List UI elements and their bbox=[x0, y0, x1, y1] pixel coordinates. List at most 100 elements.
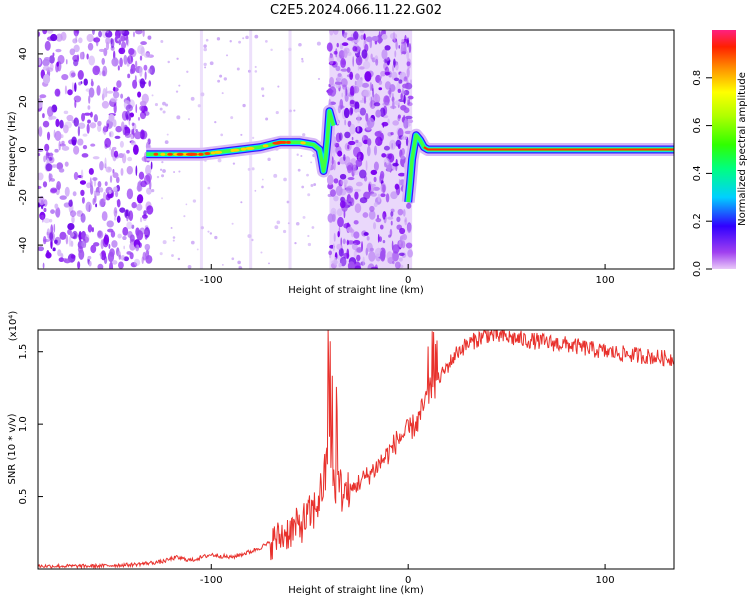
noise-speckle bbox=[251, 167, 255, 171]
noise-speckle bbox=[54, 148, 59, 153]
noise-speckle bbox=[340, 68, 348, 72]
noise-speckle bbox=[42, 74, 51, 85]
noise-speckle bbox=[135, 104, 138, 114]
noise-speckle bbox=[357, 114, 361, 124]
noise-speckle bbox=[134, 131, 142, 140]
noise-speckle bbox=[354, 73, 360, 81]
noise-speckle bbox=[99, 187, 104, 193]
snr-xlabel: Height of straight line (km) bbox=[288, 585, 424, 596]
noise-speckle bbox=[387, 118, 390, 124]
ridge-blob bbox=[300, 141, 306, 145]
noise-speckle bbox=[135, 244, 140, 252]
noise-speckle bbox=[375, 139, 378, 145]
noise-speckle bbox=[366, 236, 370, 241]
noise-speckle bbox=[270, 48, 273, 52]
noise-speckle bbox=[397, 88, 402, 94]
noise-speckle bbox=[98, 30, 102, 38]
noise-speckle bbox=[387, 216, 394, 220]
noise-speckle bbox=[379, 224, 384, 230]
noise-speckle bbox=[352, 46, 358, 52]
noise-speckle bbox=[130, 63, 136, 74]
noise-speckle bbox=[78, 122, 86, 129]
noise-speckle bbox=[381, 121, 389, 127]
ridge-blob bbox=[167, 152, 173, 156]
noise-speckle bbox=[390, 132, 394, 136]
noise-speckle bbox=[90, 143, 96, 147]
noise-speckle bbox=[118, 47, 126, 55]
noise-speckle bbox=[83, 112, 91, 116]
noise-speckle bbox=[232, 162, 236, 165]
noise-speckle bbox=[138, 242, 142, 248]
noise-speckle bbox=[123, 54, 128, 65]
noise-speckle bbox=[72, 191, 77, 197]
noise-speckle bbox=[390, 211, 394, 217]
noise-speckle bbox=[55, 209, 59, 217]
noise-speckle bbox=[340, 58, 346, 69]
noise-speckle bbox=[392, 120, 400, 126]
noise-speckle bbox=[87, 119, 91, 124]
noise-speckle bbox=[38, 126, 43, 137]
noise-speckle bbox=[347, 37, 355, 41]
noise-speckle bbox=[382, 30, 387, 34]
noise-speckle bbox=[217, 79, 221, 83]
noise-speckle bbox=[362, 134, 365, 142]
noise-speckle bbox=[56, 162, 64, 170]
noise-speckle bbox=[368, 251, 376, 262]
noise-speckle bbox=[112, 91, 120, 99]
noise-speckle bbox=[350, 158, 357, 164]
noise-speckle bbox=[94, 192, 101, 197]
noise-speckle bbox=[134, 75, 137, 82]
noise-speckle bbox=[363, 95, 367, 104]
noise-speckle bbox=[338, 49, 345, 59]
noise-speckle bbox=[74, 82, 77, 93]
noise-speckle bbox=[348, 140, 356, 146]
noise-speckle bbox=[130, 140, 136, 146]
noise-speckle bbox=[401, 39, 405, 43]
noise-speckle bbox=[162, 169, 166, 173]
noise-speckle bbox=[111, 240, 118, 248]
noise-speckle bbox=[75, 32, 78, 43]
noise-speckle bbox=[59, 195, 67, 200]
noise-speckle bbox=[394, 50, 397, 58]
noise-speckle bbox=[126, 221, 133, 230]
noise-speckle bbox=[264, 39, 268, 43]
noise-speckle bbox=[43, 207, 47, 213]
noise-speckle bbox=[79, 51, 84, 60]
noise-speckle bbox=[118, 261, 124, 269]
noise-speckle bbox=[55, 48, 62, 53]
noise-speckle bbox=[333, 256, 338, 266]
noise-speckle bbox=[356, 246, 363, 253]
noise-speckle bbox=[44, 143, 50, 152]
noise-speckle bbox=[274, 225, 279, 230]
noise-speckle bbox=[203, 47, 207, 52]
noise-speckle bbox=[207, 230, 210, 233]
noise-speckle bbox=[67, 222, 75, 231]
noise-speckle bbox=[156, 175, 160, 179]
ridge-blob bbox=[213, 150, 223, 154]
noise-speckle bbox=[392, 162, 399, 167]
noise-speckle bbox=[65, 59, 68, 65]
noise-speckle bbox=[237, 260, 241, 265]
noise-speckle bbox=[136, 194, 144, 204]
noise-speckle bbox=[353, 220, 359, 225]
noise-speckle bbox=[178, 84, 181, 87]
noise-speckle bbox=[87, 255, 92, 260]
noise-speckle bbox=[383, 145, 390, 151]
noise-speckle bbox=[125, 34, 129, 46]
spectrogram-ytick-label: 0 bbox=[18, 146, 29, 152]
noise-speckle bbox=[382, 122, 385, 128]
noise-speckle bbox=[113, 216, 117, 221]
noise-speckle bbox=[359, 30, 365, 33]
noise-speckle bbox=[140, 180, 147, 188]
noise-speckle bbox=[176, 57, 179, 60]
noise-speckle bbox=[161, 174, 165, 178]
noise-speckle bbox=[399, 227, 406, 235]
noise-speckle bbox=[369, 81, 373, 92]
noise-speckle bbox=[327, 183, 334, 190]
noise-speckle bbox=[42, 181, 48, 188]
noise-speckle bbox=[45, 163, 53, 172]
noise-speckle bbox=[328, 250, 333, 256]
noise-speckle bbox=[398, 178, 401, 188]
noise-speckle bbox=[339, 173, 347, 180]
noise-speckle bbox=[390, 191, 398, 200]
